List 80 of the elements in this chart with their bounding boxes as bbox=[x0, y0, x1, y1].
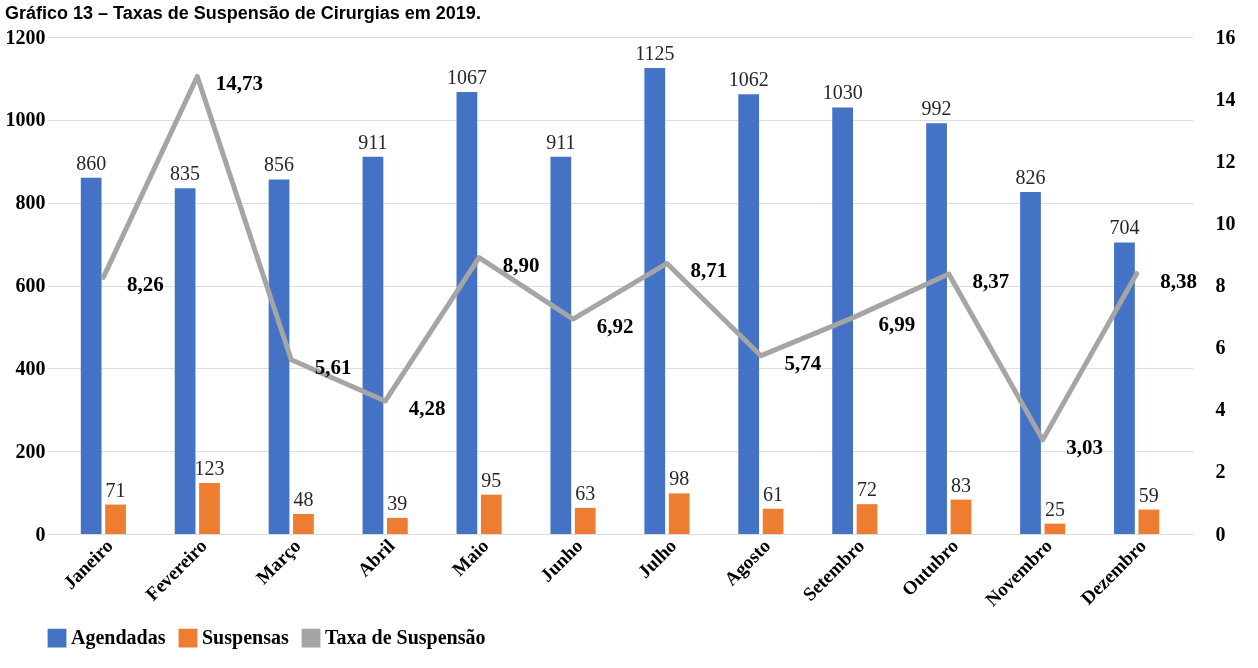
data-label: 6,99 bbox=[878, 311, 916, 336]
data-label: 71 bbox=[105, 478, 126, 501]
data-label: 1067 bbox=[446, 66, 487, 89]
y2-tick-label: 16 bbox=[1215, 25, 1236, 48]
data-label: 992 bbox=[921, 97, 952, 120]
data-label: 8,38 bbox=[1160, 268, 1198, 293]
data-label: 8,90 bbox=[502, 252, 540, 277]
bar bbox=[856, 504, 878, 534]
bar bbox=[1138, 509, 1160, 534]
data-label: 3,03 bbox=[1066, 434, 1104, 459]
bar bbox=[574, 507, 596, 534]
y2-tick-label: 0 bbox=[1215, 522, 1226, 545]
y-tick-label: 800 bbox=[15, 191, 46, 214]
bar bbox=[644, 68, 666, 534]
data-label: 4,28 bbox=[408, 396, 446, 421]
legend-label: Agendadas bbox=[71, 626, 166, 650]
y-tick-label: 1000 bbox=[5, 108, 46, 131]
bar bbox=[550, 156, 572, 534]
y2-tick-label: 12 bbox=[1215, 149, 1236, 172]
y2-tick-label: 8 bbox=[1215, 274, 1226, 296]
data-label: 8,26 bbox=[126, 272, 164, 297]
bar bbox=[80, 177, 102, 534]
bar bbox=[950, 499, 972, 534]
data-label: 856 bbox=[264, 153, 295, 176]
bar bbox=[293, 514, 314, 534]
bar bbox=[105, 504, 126, 534]
data-label: 59 bbox=[1138, 483, 1159, 506]
data-label: 98 bbox=[669, 467, 690, 490]
data-label: 72 bbox=[857, 478, 878, 501]
data-label: 14,73 bbox=[215, 71, 263, 96]
y2-tick-label: 10 bbox=[1215, 211, 1236, 234]
data-label: 1125 bbox=[635, 42, 675, 65]
y2-tick-label: 6 bbox=[1215, 336, 1226, 359]
data-label: 25 bbox=[1044, 497, 1065, 520]
y2-tick-label: 4 bbox=[1215, 398, 1226, 421]
bar bbox=[199, 483, 220, 534]
data-label: 826 bbox=[1015, 165, 1046, 188]
data-label: 5,74 bbox=[784, 350, 822, 375]
legend-label: Taxa de Suspensão bbox=[325, 626, 486, 650]
y-tick-label: 400 bbox=[15, 356, 46, 379]
data-label: 8,71 bbox=[690, 258, 728, 283]
data-label: 704 bbox=[1109, 216, 1140, 239]
y-tick-label: 600 bbox=[15, 274, 46, 296]
bar bbox=[456, 92, 478, 534]
data-label: 5,61 bbox=[314, 354, 352, 379]
data-label: 83 bbox=[950, 473, 971, 496]
y2-tick-label: 14 bbox=[1215, 87, 1236, 110]
data-label: 1030 bbox=[822, 81, 863, 104]
data-label: 61 bbox=[763, 482, 784, 505]
data-label: 1062 bbox=[728, 68, 769, 91]
bar bbox=[1044, 523, 1066, 534]
bar bbox=[832, 107, 854, 534]
data-label: 39 bbox=[387, 491, 408, 514]
data-label: 95 bbox=[481, 468, 502, 491]
bar bbox=[668, 493, 690, 534]
data-label: 911 bbox=[546, 130, 576, 153]
legend-label: Suspensas bbox=[202, 626, 289, 650]
bar bbox=[738, 94, 760, 534]
data-label: 6,92 bbox=[596, 314, 634, 339]
chart-title: Gráfico 13 – Taxas de Suspensão de Cirurgias em 2019. bbox=[5, 3, 481, 23]
bar bbox=[386, 517, 408, 534]
data-label: 911 bbox=[358, 130, 388, 153]
data-label: 48 bbox=[293, 488, 314, 511]
bar bbox=[268, 179, 290, 534]
y-tick-label: 200 bbox=[15, 439, 46, 462]
bar bbox=[480, 494, 502, 534]
data-label: 835 bbox=[170, 162, 201, 185]
bar bbox=[926, 123, 947, 534]
bar bbox=[362, 156, 384, 534]
data-label: 8,37 bbox=[972, 269, 1010, 294]
y-tick-label: 0 bbox=[35, 522, 46, 545]
y-tick-label: 1200 bbox=[5, 25, 46, 48]
data-label: 860 bbox=[76, 151, 107, 174]
bar bbox=[1020, 191, 1041, 534]
bar bbox=[1114, 242, 1135, 534]
data-label: 63 bbox=[575, 481, 596, 504]
bar bbox=[762, 508, 784, 534]
data-label: 123 bbox=[194, 457, 225, 480]
y2-tick-label: 2 bbox=[1215, 460, 1226, 483]
bar bbox=[174, 188, 196, 534]
